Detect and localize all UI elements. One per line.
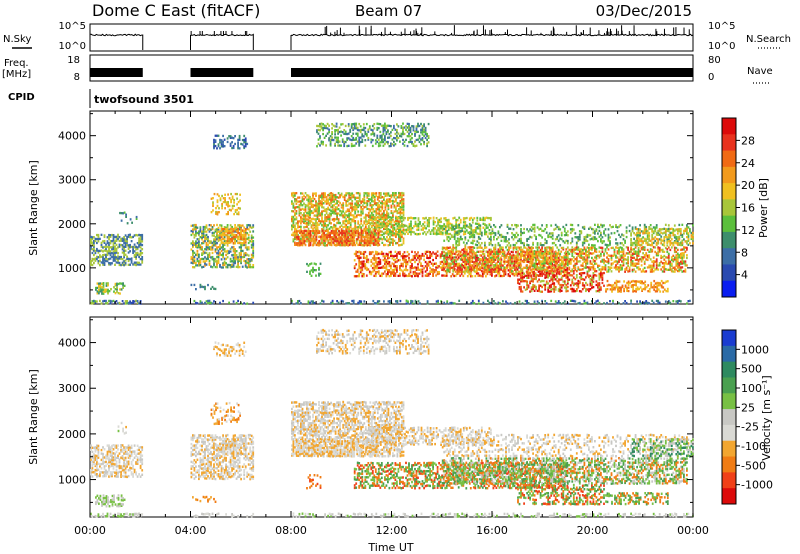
colorbar-tick-label: 8 [741,246,748,259]
x-tick-label: 04:00 [175,524,207,537]
x-tick-label: 12:00 [376,524,408,537]
power-axes: 1000 2000 3000 4000 [58,111,694,304]
freq-unit-label: [MHz] [2,69,31,80]
power-colorbar-label: Power [dB] [757,178,770,238]
y-tick-label: 2000 [58,428,86,441]
colorbar-tick-label: -25 [741,421,759,434]
x-tick-label: 16:00 [476,524,508,537]
x-tick-label: 00:00 [74,524,106,537]
noise-panel-frame [89,23,694,52]
y-tick-label: 4000 [58,337,86,350]
velocity-ylabel: Slant Range [km] [27,369,40,465]
colorbar-tick-label: -500 [741,459,766,472]
nave-tick-high: 80 [708,55,721,66]
velocity-axes: 1000 2000 3000 4000 00:00 04:00 08:00 12:00 16:0… [58,317,709,537]
freq-tick-low: 8 [74,72,80,83]
nsearch-label: N.Search [746,34,791,45]
colorbar-tick-label: 100 [741,382,762,395]
velocity-heatmap [90,328,694,518]
nave-tick-low: 0 [708,72,714,83]
y-tick-label: 1000 [58,262,86,275]
y-tick-label: 4000 [58,130,86,143]
y-tick-label: 3000 [58,382,86,395]
cpid-text: twofsound 3501 [94,93,194,106]
nsearch-tick-low: 10^0 [708,41,735,52]
noise-trace [89,25,694,50]
beam-title: Beam 07 [355,2,422,20]
nsearch-tick-high: 10^5 [708,21,735,32]
y-tick-label: 1000 [58,474,86,487]
colorbar-tick-label: 24 [741,157,755,170]
freq-tick-high: 18 [67,55,80,66]
power-heatmap [90,122,694,305]
power-colorbar: 28 24 20 16 12 8 4 [721,117,755,298]
nave-label: Nave [747,66,773,77]
freq-label: Freq. [4,58,29,69]
colorbar-tick-label: 25 [741,401,755,414]
frequency-trace [90,68,693,77]
colorbar-tick-label: 12 [741,224,755,237]
colorbar-tick-label: 1000 [741,343,769,356]
nsky-label: N.Sky [3,34,31,45]
colorbar-tick-label: -1000 [741,479,773,492]
date-title: 03/Dec/2015 [596,2,692,20]
x-tick-label: 20:00 [577,524,609,537]
x-tick-label: 00:00 [677,524,709,537]
colorbar-tick-label: 20 [741,179,755,192]
colorbar-tick-label: 500 [741,363,762,376]
x-tick-label: 08:00 [275,524,307,537]
velocity-xlabel: Time UT [367,541,413,554]
colorbar-tick-label: 4 [741,269,748,282]
nsky-tick-high: 10^5 [59,21,86,32]
colorbar-tick-label: 28 [741,134,755,147]
nsky-tick-low: 10^0 [59,41,86,52]
velocity-colorbar: 1000 500 100 25 -25 -100 -500 -1000 [721,329,773,505]
velocity-colorbar-label: Velocity [m s⁻¹] [760,375,773,460]
y-tick-label: 2000 [58,218,86,231]
y-tick-label: 3000 [58,174,86,187]
colorbar-tick-label: 16 [741,202,755,215]
cpid-label: CPID [8,92,35,103]
colorbar-tick-label: -100 [741,440,766,453]
station-title: Dome C East (fitACF) [92,1,260,20]
power-ylabel: Slant Range [km] [27,160,40,256]
